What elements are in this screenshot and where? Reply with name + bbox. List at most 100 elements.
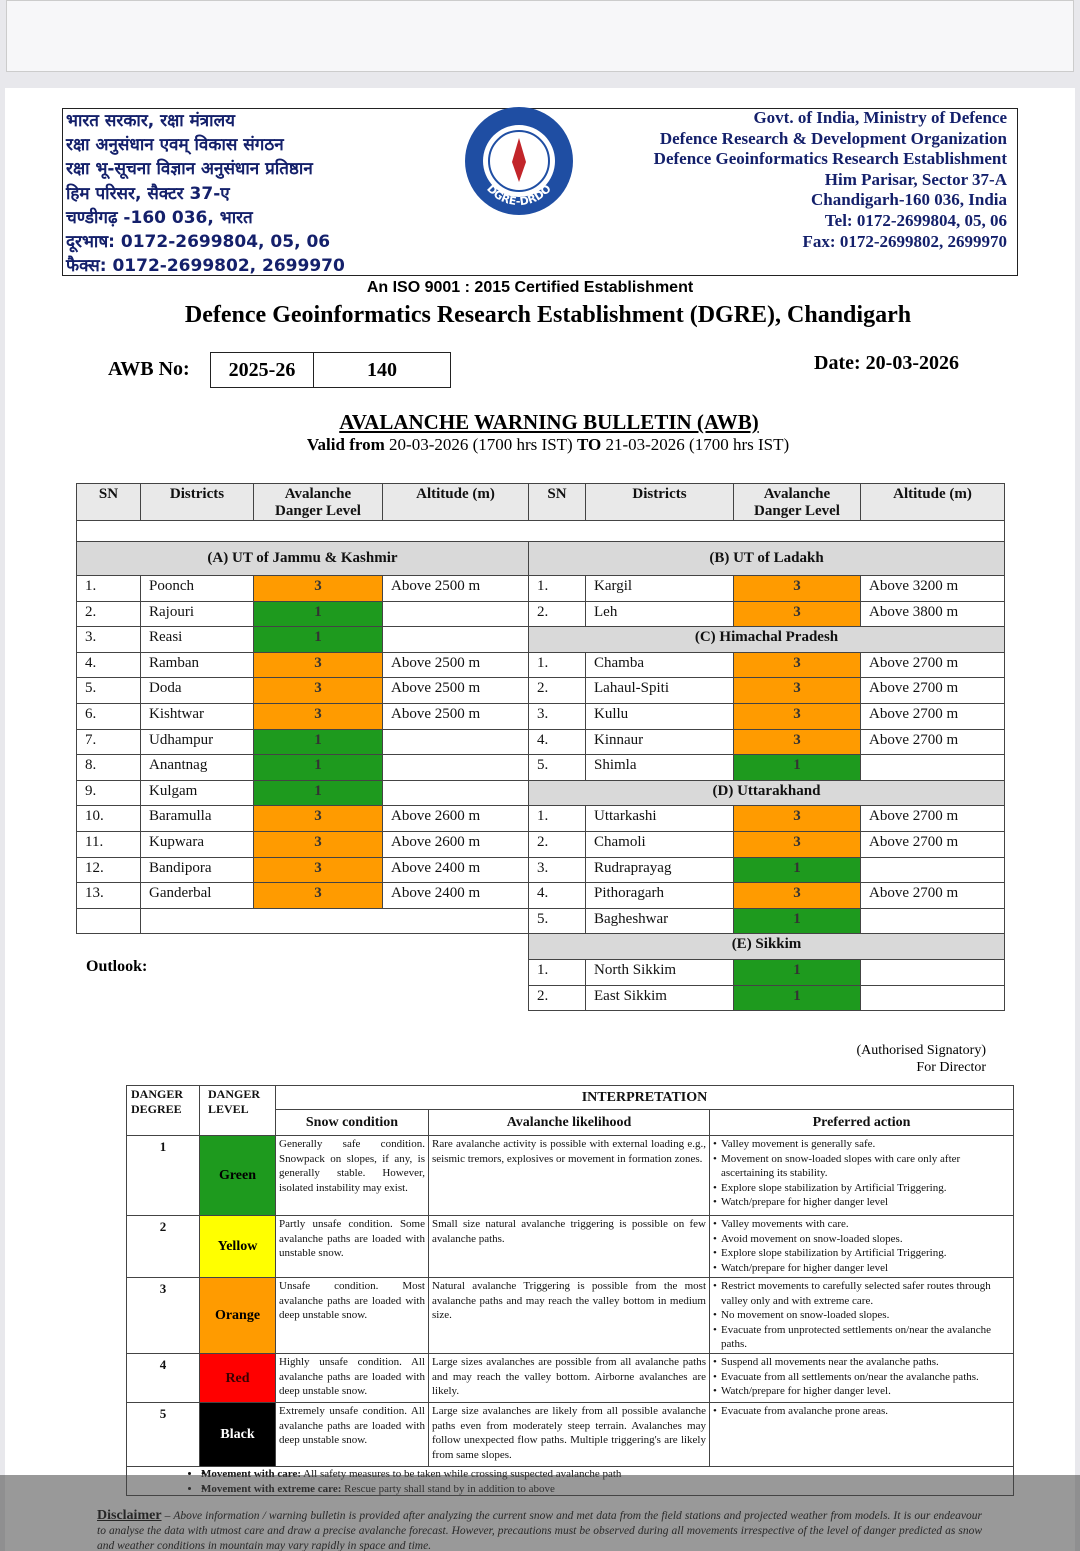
sn-cell: 2. [76, 600, 141, 628]
hindi-line: भारत सरकार, रक्षा मंत्रालय [66, 111, 235, 131]
english-line: Govt. of India, Ministry of Defence [753, 108, 1007, 127]
hindi-line: फैक्स: 0172-2699802, 2699970 [66, 256, 345, 277]
header-text: Districts [632, 486, 687, 502]
sn-cell: 11. [76, 831, 141, 858]
level-cell: 1 [253, 754, 383, 781]
altitude-cell: Above 2700 m [860, 805, 1005, 832]
table-header: SN [76, 483, 141, 521]
header-text: SN [98, 486, 119, 502]
altitude-cell [860, 754, 1005, 781]
altitude-cell: Above 2700 m [860, 703, 1005, 730]
english-line: Defence Research & Development Organizat… [659, 128, 1007, 148]
hindi-line: रक्षा भू-सूचना विज्ञान अनुसंधान प्रतिष्ठ… [66, 159, 313, 180]
action-item: Watch/prepare for higher danger level. [713, 1384, 1010, 1399]
sn-cell: 4. [76, 651, 141, 679]
table-header: SN [528, 483, 586, 521]
valid-label: Valid from [306, 435, 385, 454]
section-title: (B) UT of Ladakh [528, 541, 1005, 576]
altitude-cell [382, 754, 529, 781]
hindi-line: हिम परिसर, सैक्टर 37-ए [66, 183, 230, 204]
blank-row [76, 520, 1005, 542]
english-line: Him Parisar, Sector 37-A [824, 169, 1007, 189]
dt-likelihood: Large size avalanches are likely from al… [428, 1402, 710, 1467]
sn-cell: 4. [528, 728, 586, 756]
dt-action: Restrict movements to carefully selected… [709, 1277, 1014, 1354]
section-title: (A) UT of Jammu & Kashmir [76, 541, 529, 576]
altitude-cell: Above 2600 m [382, 831, 529, 858]
district-cell: Kinnaur [585, 728, 734, 756]
hindi-line: चण्डीगढ़ -160 036, भारत [66, 207, 253, 228]
dt-snow: Generally safe condition. Snowpack on sl… [275, 1135, 429, 1216]
table-header: Avalanche Danger Level [733, 483, 861, 521]
dt-level: Red [199, 1353, 276, 1403]
district-cell: Leh [585, 600, 734, 628]
signatory: For Director [916, 1060, 986, 1075]
dt-level: Green [199, 1135, 276, 1216]
district-cell: Rudraprayag [585, 856, 734, 884]
action-item: Valley movements with care. [713, 1217, 1010, 1232]
valid-to-label: TO [576, 435, 602, 454]
level-cell: 1 [253, 728, 383, 756]
altitude-cell [382, 728, 529, 756]
sn-cell: 5. [76, 677, 141, 704]
action-list: Valley movements with care.Avoid movemen… [713, 1217, 1010, 1275]
sn-cell: 12. [76, 856, 141, 884]
level-cell: 1 [733, 907, 861, 935]
sn-cell: 4. [528, 882, 586, 909]
district-cell: Rajouri [140, 600, 254, 628]
action-item: Watch/prepare for higher danger level [713, 1195, 1010, 1210]
altitude-cell: Above 2500 m [382, 677, 529, 704]
altitude-cell: Above 2500 m [382, 651, 529, 679]
previous-page [6, 0, 1074, 72]
header-text: Districts [169, 486, 225, 502]
signatory: (Authorised Signatory) [856, 1043, 986, 1058]
sn-cell: 2. [528, 600, 586, 628]
level-cell: 3 [733, 728, 861, 756]
logo-inner [488, 130, 550, 192]
sn-cell: 2. [528, 831, 586, 858]
district-cell: Pithoragarh [585, 882, 734, 909]
sn-cell: 2. [528, 984, 586, 1012]
altitude-cell [382, 600, 529, 628]
district-cell: East Sikkim [585, 984, 734, 1012]
altitude-cell: Above 2500 m [382, 575, 529, 602]
district-cell: Kupwara [140, 831, 254, 858]
level-cell: 3 [733, 677, 861, 704]
district-cell: Poonch [140, 575, 254, 602]
valid-to: 21-03-2026 (1700 hrs IST) [605, 435, 790, 454]
district-cell: Shimla [585, 754, 734, 781]
district-cell: Bagheshwar [585, 907, 734, 935]
dt-likelihood: Small size natural avalanche triggering … [428, 1215, 710, 1278]
sn-cell: 1. [76, 575, 141, 602]
english-line: Fax: 0172-2699802, 2699970 [802, 231, 1007, 251]
district-cell: Ramban [140, 651, 254, 679]
action-item: Movement on snow-loaded slopes with care… [713, 1152, 1010, 1181]
section-title: (C) Himachal Pradesh [528, 626, 1005, 653]
level-cell: 3 [733, 600, 861, 628]
altitude-cell [860, 959, 1005, 986]
level-cell: 3 [733, 575, 861, 602]
header-text: SN [547, 486, 567, 502]
table-header: Avalanche Danger Level [253, 483, 383, 521]
district-cell: Kishtwar [140, 703, 254, 730]
sn-cell: 3. [528, 703, 586, 730]
district-cell: Kargil [585, 575, 734, 602]
level-cell: 3 [733, 831, 861, 858]
dt-level: Orange [199, 1277, 276, 1354]
table-header: Altitude (m) [382, 483, 529, 521]
dt-action: Valley movements with care.Avoid movemen… [709, 1215, 1014, 1278]
sn-cell: 7. [76, 728, 141, 756]
district-cell: Udhampur [140, 728, 254, 756]
level-cell: 1 [733, 856, 861, 884]
action-list: Evacuate from avalanche prone areas. [713, 1404, 1010, 1419]
level-cell: 3 [253, 831, 383, 858]
action-list: Suspend all movements near the avalanche… [713, 1355, 1010, 1399]
dt-header: DANGER DEGREE [126, 1085, 200, 1136]
district-cell: Chamba [585, 651, 734, 679]
dt-snow: Unsafe condition. Most avalanche paths a… [275, 1277, 429, 1354]
action-item: Suspend all movements near the avalanche… [713, 1355, 1010, 1370]
sn-cell: 2. [528, 677, 586, 704]
hindi-line: रक्षा अनुसंधान एवम् विकास संगठन [66, 135, 284, 156]
dt-degree: 3 [126, 1277, 200, 1354]
altitude-cell [860, 907, 1005, 935]
